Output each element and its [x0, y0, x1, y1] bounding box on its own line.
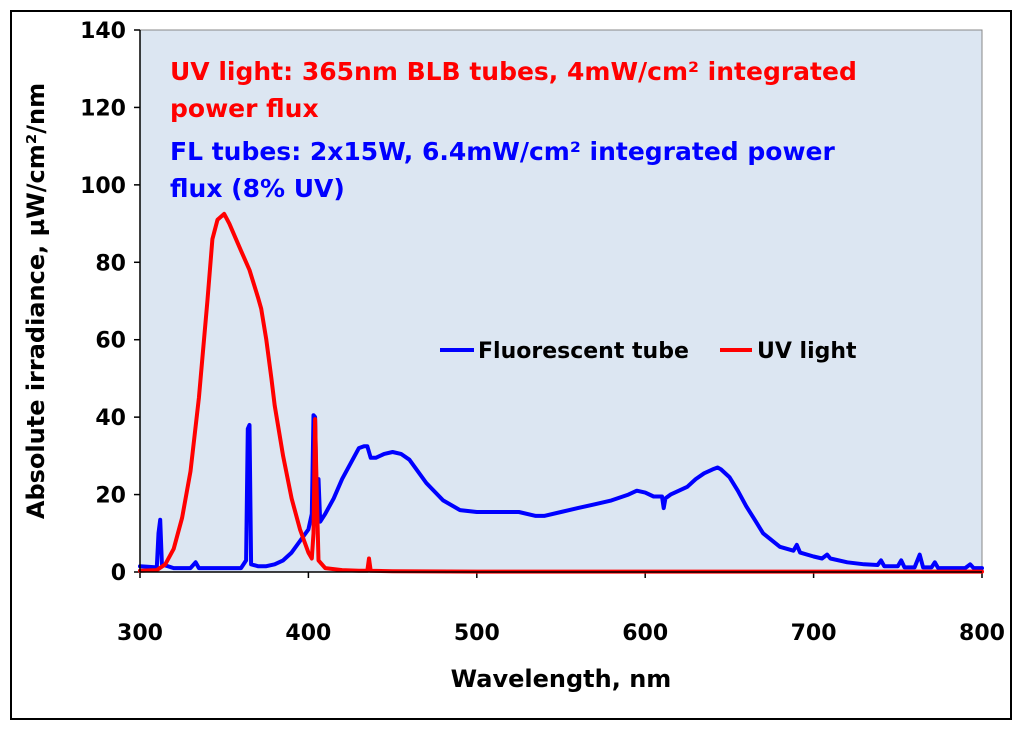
legend: Fluorescent tube UV light: [440, 339, 857, 364]
series-line-uv: [138, 211, 984, 574]
x-tick-label: 600: [622, 621, 668, 646]
y-axis-title: Absolute irradiance, µW/cm²/nm: [22, 83, 50, 519]
x-tick-label: 700: [791, 621, 837, 646]
x-tick-label: 500: [454, 621, 500, 646]
y-tick-label: 120: [80, 96, 126, 121]
annotation-fl-line2: flux (8% UV): [170, 174, 345, 203]
legend-label-fluorescent: Fluorescent tube: [478, 339, 689, 364]
y-tick-label: 140: [80, 19, 126, 44]
annotation-uv-line2: power flux: [170, 94, 319, 123]
y-tick-label: 100: [80, 174, 126, 199]
y-tick-label: 80: [95, 251, 126, 276]
plot-area: [139, 29, 983, 573]
legend-label-uv: UV light: [757, 339, 857, 364]
y-tick-label: 60: [95, 329, 126, 354]
x-tick-label: 400: [285, 621, 331, 646]
x-tick-label: 800: [959, 621, 1005, 646]
series-line-fluorescent: [138, 413, 984, 571]
y-tick-label: 20: [95, 484, 126, 509]
y-tick-label: 0: [111, 561, 126, 586]
annotation-uv-line1: UV light: 365nm BLB tubes, 4mW/cm² integ…: [170, 57, 857, 86]
x-tick-label: 300: [117, 621, 163, 646]
x-axis-ticks: 300 400 500 600 700 800: [117, 572, 1005, 646]
y-axis-ticks: 0 20 40 60 80 100 120 140: [80, 19, 140, 586]
x-axis-title: Wavelength, nm: [451, 665, 672, 693]
annotation-fl-line1: FL tubes: 2x15W, 6.4mW/cm² integrated po…: [170, 137, 836, 166]
series-lines: [138, 211, 984, 574]
y-tick-label: 40: [95, 406, 126, 431]
